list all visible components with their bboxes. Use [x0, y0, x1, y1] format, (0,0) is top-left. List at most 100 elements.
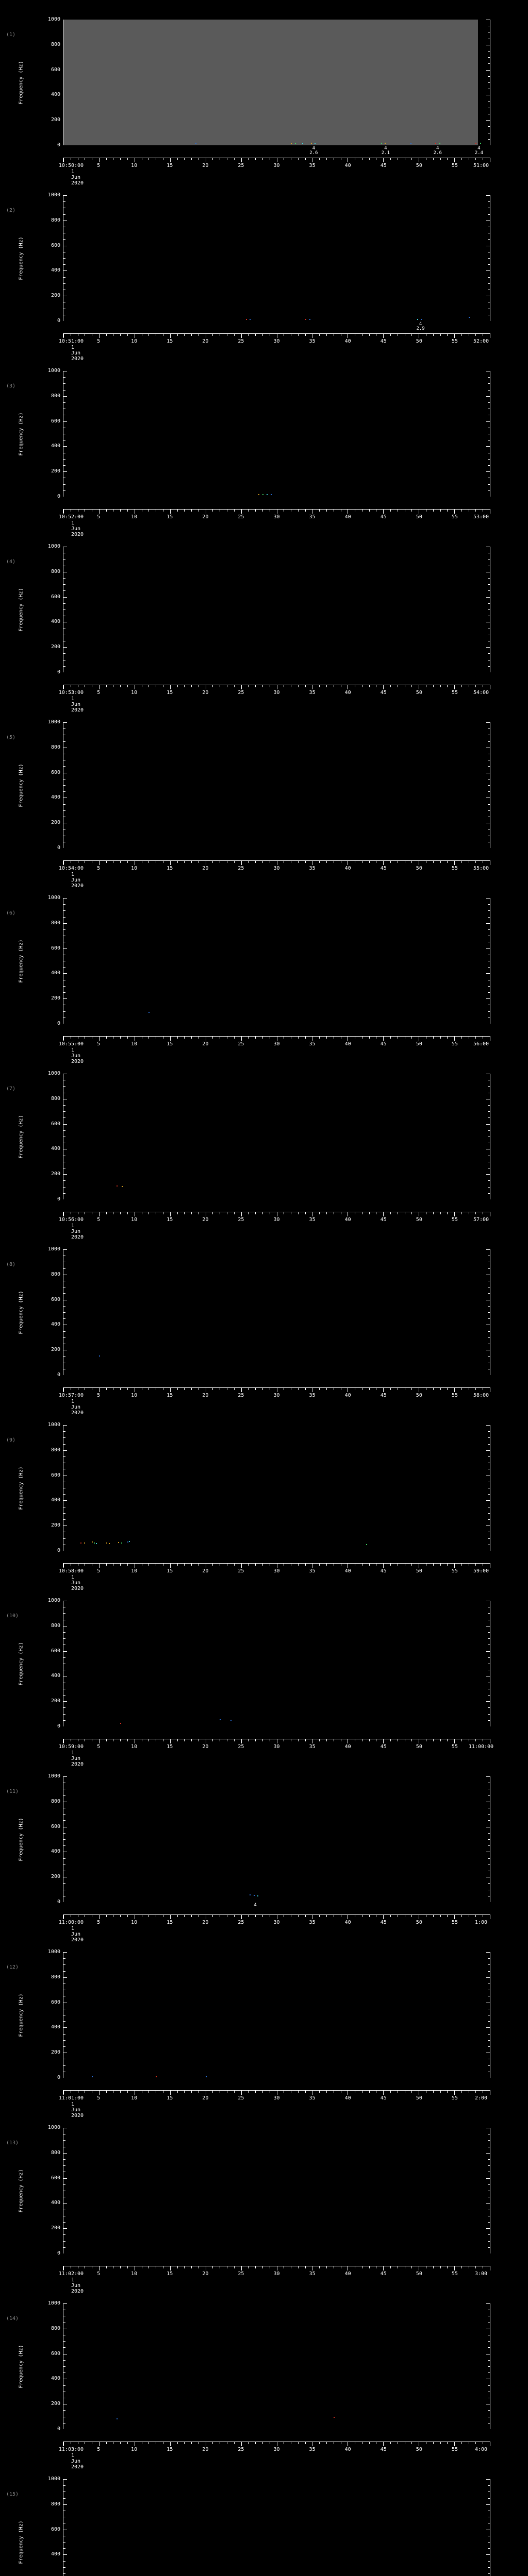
spectrogram-plot-area[interactable]	[63, 1601, 490, 1726]
detection-marker[interactable]	[122, 1185, 123, 1187]
spectrogram-panel[interactable]: (5) Frequency (Hz) 0 200 400 600 800 1000 10:54:…	[0, 712, 528, 889]
x-tick-mark	[411, 685, 412, 687]
detection-marker[interactable]	[475, 143, 477, 144]
detection-marker[interactable]	[230, 1720, 232, 1721]
y-tick-mark-right	[488, 1117, 490, 1118]
x-tick-mark	[234, 510, 235, 512]
detection-marker[interactable]	[117, 2418, 118, 2420]
y-tick-labels: 0 200 400 600 800 1000	[37, 17, 60, 148]
detection-marker[interactable]	[333, 2416, 335, 2418]
spectrogram-panel[interactable]: (7) Frequency (Hz) 0 200 400 600 800 1000 10:56:…	[0, 1063, 528, 1240]
detection-marker[interactable]	[84, 1543, 85, 1544]
spectrogram-plot-area[interactable]	[63, 371, 490, 497]
spectrogram-plot-area[interactable]	[63, 20, 490, 145]
detection-marker[interactable]	[92, 1541, 93, 1543]
detection-marker[interactable]	[421, 319, 422, 320]
spectrogram-plot-area[interactable]	[63, 2128, 490, 2253]
x-axis	[63, 1212, 490, 1216]
detection-marker[interactable]	[109, 1543, 110, 1545]
spectrogram-plot-area[interactable]	[63, 195, 490, 321]
y-tick-mark-right	[488, 666, 490, 667]
detection-marker[interactable]	[291, 143, 292, 144]
detection-marker[interactable]	[410, 143, 411, 144]
spectrogram-plot-area[interactable]	[63, 2479, 490, 2576]
detection-marker[interactable]	[468, 316, 470, 318]
detection-marker[interactable]	[262, 494, 263, 495]
detection-marker[interactable]	[271, 494, 272, 495]
detection-marker[interactable]	[267, 494, 268, 495]
spectrogram-panel[interactable]: (12) Frequency (Hz) 0 200 400 600 800 1000 11:01…	[0, 1942, 528, 2119]
x-tick-mark	[305, 1037, 306, 1039]
x-tick-mark	[447, 861, 448, 863]
x-tick-mark	[461, 1212, 462, 1214]
detection-marker[interactable]	[305, 319, 306, 320]
x-tick-mark	[177, 1388, 178, 1390]
detection-marker[interactable]	[121, 1542, 122, 1544]
detection-marker[interactable]	[439, 143, 441, 144]
spectrogram-panel[interactable]: (13) Frequency (Hz) 0 200 400 600 800 1000 11:02…	[0, 2117, 528, 2294]
spectrogram-plot-area[interactable]	[63, 898, 490, 1024]
detection-marker[interactable]	[309, 319, 310, 320]
detection-marker[interactable]	[417, 319, 419, 320]
spectrogram-plot-area[interactable]	[63, 1776, 490, 1902]
detection-marker[interactable]	[381, 143, 383, 144]
y-axis-title-text: Frequency (Hz)	[18, 1114, 24, 1159]
detection-marker[interactable]	[366, 1544, 368, 1546]
detection-marker[interactable]	[92, 2076, 93, 2077]
spectrogram-plot-area[interactable]	[63, 1952, 490, 2078]
spectrogram-panel[interactable]: (2) Frequency (Hz) 0 200 400 600 800 1000 4 2.9 10…	[0, 185, 528, 362]
detection-marker[interactable]	[205, 2076, 207, 2077]
detection-marker[interactable]	[385, 143, 386, 144]
detection-marker[interactable]	[258, 494, 259, 495]
spectrogram-panel[interactable]: (15)Frequency (Hz)02004006008001000411:0…	[0, 2469, 528, 2576]
detection-marker[interactable]	[127, 1541, 129, 1543]
spectrogram-panel[interactable]: (6) Frequency (Hz) 0 200 400 600 800 1000 10:55:…	[0, 888, 528, 1064]
detection-marker[interactable]	[254, 1895, 255, 1896]
detection-marker[interactable]	[246, 319, 248, 320]
panel-number-label: (11)	[6, 1789, 19, 1794]
detection-marker[interactable]	[302, 143, 304, 144]
detection-marker[interactable]	[435, 143, 436, 144]
detection-marker[interactable]	[120, 1722, 122, 1724]
y-tick-mark-right	[488, 2385, 490, 2386]
detection-marker[interactable]	[96, 1543, 97, 1544]
detection-marker[interactable]	[310, 143, 312, 144]
detection-marker[interactable]	[250, 1894, 251, 1895]
detection-marker[interactable]	[220, 1719, 221, 1720]
spectrogram-plot-area[interactable]	[63, 2303, 490, 2429]
spectrogram-plot-area[interactable]	[63, 547, 490, 672]
detection-marker[interactable]	[80, 1542, 82, 1544]
detection-marker[interactable]	[195, 142, 197, 144]
spectrogram-plot-area[interactable]	[63, 722, 490, 848]
detection-marker[interactable]	[156, 2076, 157, 2077]
detection-marker[interactable]	[314, 143, 316, 144]
spectrogram-panel[interactable]: (14) Frequency (Hz) 0 200 400 600 800 1000 11:03…	[0, 2293, 528, 2470]
spectrogram-panel[interactable]: (10) Frequency (Hz) 0 200 400 600 800 1000 10:59…	[0, 1590, 528, 1768]
spectrogram-plot-area[interactable]	[63, 1074, 490, 1199]
y-tick-mark-right	[488, 1193, 490, 1194]
spectrogram-panel[interactable]: (11) Frequency (Hz) 0 200 400 600 800 1000 4 11:0…	[0, 1766, 528, 1943]
detection-marker[interactable]	[295, 143, 296, 144]
x-tick-label: 15	[167, 690, 173, 696]
spectrogram-plot-area[interactable]	[63, 1425, 490, 1551]
detection-marker[interactable]	[480, 143, 481, 144]
spectrogram-panel[interactable]: (8) Frequency (Hz) 0 200 400 600 800 1000 10:57:…	[0, 1239, 528, 1416]
x-tick-label: 25	[238, 2095, 244, 2101]
detection-marker[interactable]	[250, 319, 251, 320]
detection-marker[interactable]	[257, 1895, 259, 1897]
detection-marker[interactable]	[117, 1185, 118, 1187]
detection-marker[interactable]	[106, 1543, 107, 1544]
detection-marker[interactable]	[148, 1011, 150, 1013]
spectrogram-panel[interactable]: (4) Frequency (Hz) 0 200 400 600 800 1000 10:53:…	[0, 536, 528, 713]
detection-marker[interactable]	[128, 1541, 130, 1543]
detection-marker[interactable]	[98, 1355, 100, 1357]
spectrogram-plot-area[interactable]	[63, 1249, 490, 1375]
x-tick-mark	[262, 334, 263, 336]
spectrogram-panel[interactable]: (9) Frequency (Hz) 0 200 400 600 800 1000 10:58:…	[0, 1415, 528, 1591]
detection-marker[interactable]	[94, 1542, 95, 1544]
spectrogram-panel[interactable]: (1) Frequency (Hz) 0 200 400 600 800 1000 4 2.6 4 2…	[0, 9, 528, 186]
x-tick-mark	[390, 1915, 391, 1917]
x-tick-label: 45	[380, 2447, 387, 2452]
spectrogram-panel[interactable]: (3) Frequency (Hz) 0 200 400 600 800 1000 10:52:…	[0, 361, 528, 537]
detection-marker[interactable]	[118, 1542, 120, 1544]
